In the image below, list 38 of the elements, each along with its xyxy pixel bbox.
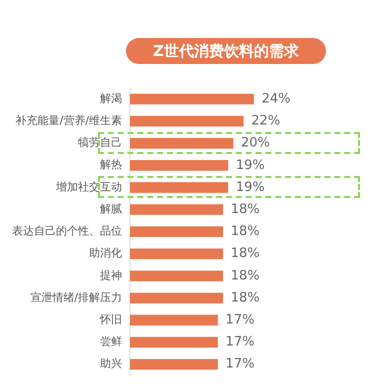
bar <box>130 182 228 193</box>
bar <box>130 248 224 260</box>
bar <box>130 292 224 304</box>
data-label: 17% <box>226 356 254 372</box>
bar <box>130 94 254 104</box>
y-tick-label: 解渴 <box>100 92 122 105</box>
y-tick-label: 宣泄情绪/排解压力 <box>30 290 122 304</box>
bar <box>130 116 244 126</box>
data-label: 17% <box>226 334 254 350</box>
data-label: 19% <box>236 158 265 173</box>
data-label: 19% <box>236 180 265 195</box>
y-tick-label: 助兴 <box>100 357 122 370</box>
data-label: 18% <box>230 290 260 306</box>
y-tick-label: 提神 <box>100 268 122 282</box>
y-tick-label: 尝鲜 <box>100 335 122 348</box>
y-tick-label: 助消化 <box>89 246 122 260</box>
y-tick-label: 怀旧 <box>99 312 122 326</box>
bar <box>130 160 228 171</box>
data-label: 18% <box>230 268 260 284</box>
bar <box>130 314 218 326</box>
y-tick-label: 表达自己的个性、品位 <box>12 224 122 238</box>
chart-title: Z世代消费饮料的需求 <box>126 38 326 64</box>
data-label: 18% <box>230 246 260 262</box>
bar <box>130 204 224 215</box>
bar <box>130 226 224 238</box>
y-tick-label: 解腻 <box>100 202 122 216</box>
data-label: 18% <box>230 202 260 217</box>
data-label: 22% <box>251 114 280 129</box>
data-label: 24% <box>262 91 290 106</box>
data-label: 20% <box>240 136 270 151</box>
data-label: 17% <box>226 312 254 328</box>
y-tick-label: 解热 <box>100 158 122 172</box>
bar <box>130 270 224 282</box>
data-label: 18% <box>230 224 260 240</box>
bar <box>130 138 234 149</box>
bar <box>130 336 218 348</box>
bar <box>130 359 218 370</box>
y-tick-label: 补充能量/营养/维生素 <box>16 114 122 128</box>
